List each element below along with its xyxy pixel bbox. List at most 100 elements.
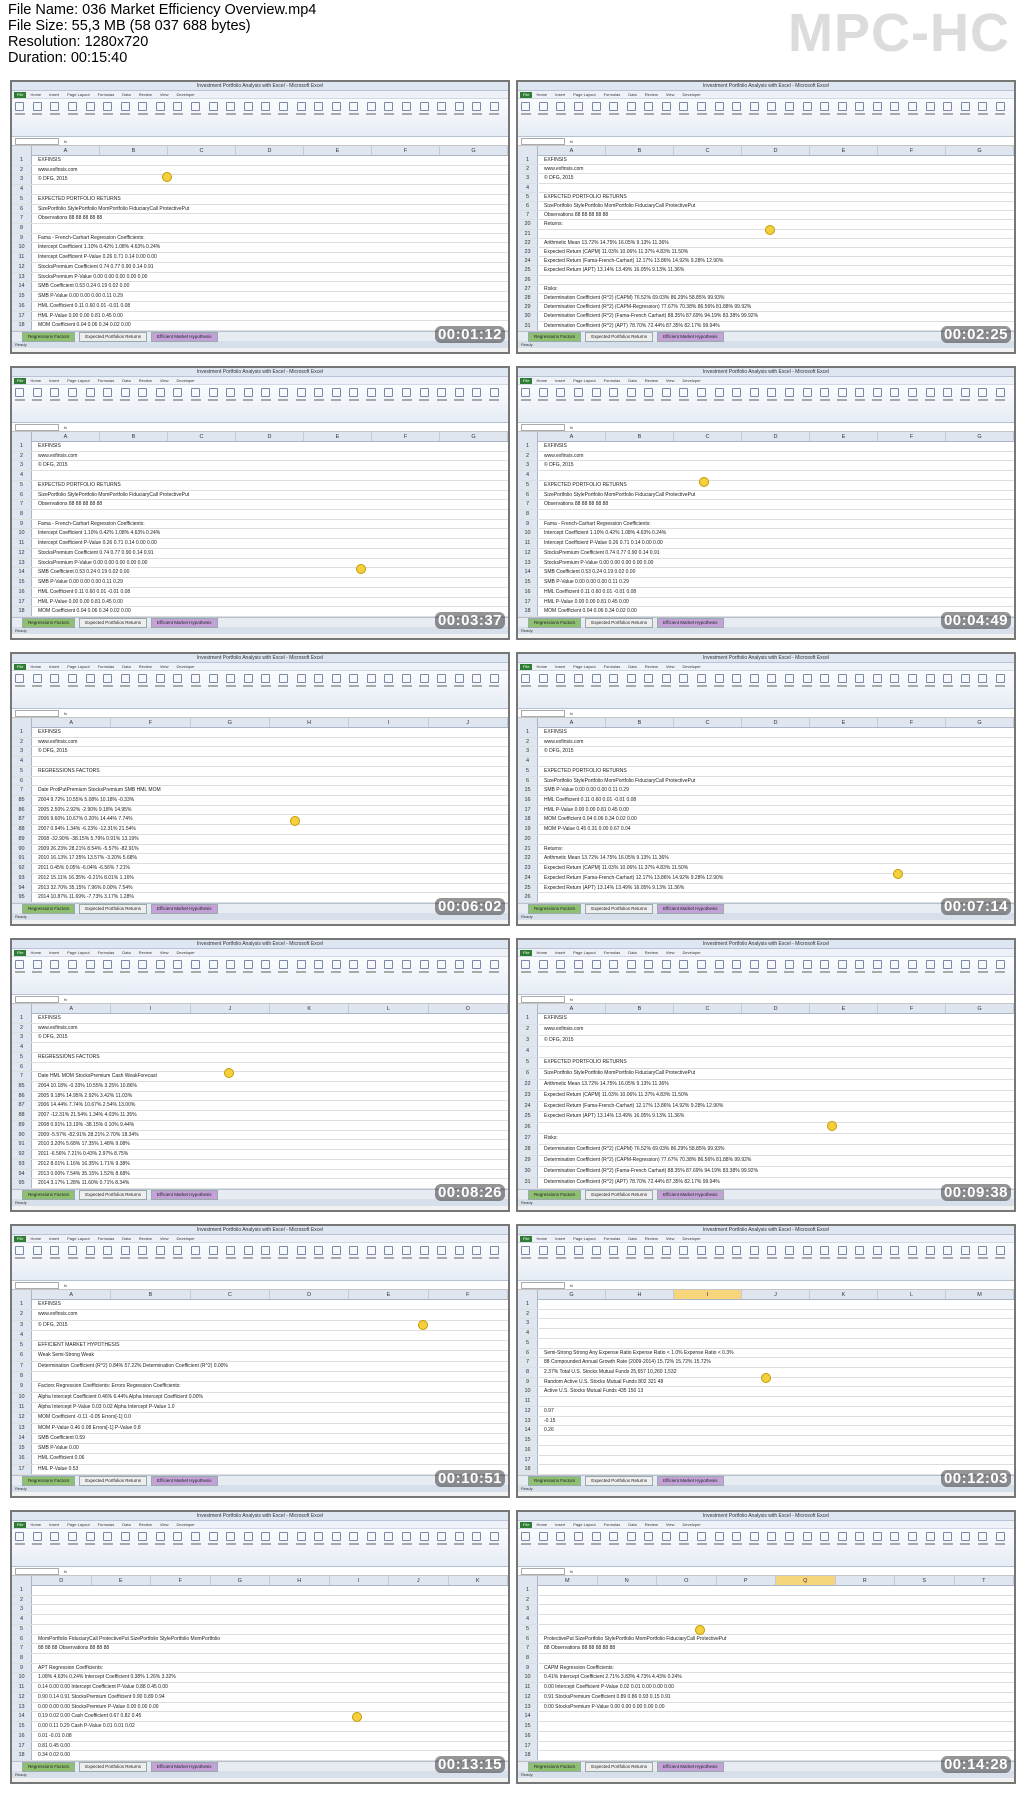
menu-item[interactable]: Review [644, 949, 658, 955]
row-number[interactable]: 3 [12, 175, 32, 185]
row-cells[interactable] [538, 1586, 1014, 1595]
row-cells[interactable]: Determination Coefficient (R^2) (APT) 78… [544, 322, 720, 329]
row-cells[interactable]: 2012 15.11% 16.35% -0.21% 8.01% 1.16% [38, 874, 134, 881]
ribbon-button-icon[interactable] [471, 102, 483, 117]
name-box[interactable] [15, 423, 59, 431]
row-number[interactable]: 7 [12, 1072, 32, 1082]
ribbon-button-icon[interactable] [278, 674, 290, 689]
ribbon-button-icon[interactable] [172, 1246, 184, 1261]
ribbon-button-icon[interactable] [907, 1532, 919, 1547]
ribbon-button-icon[interactable] [573, 388, 585, 403]
row-cells[interactable] [538, 835, 1014, 844]
menu-item[interactable]: Page Layout [573, 91, 596, 97]
ribbon-button-icon[interactable] [243, 1532, 255, 1547]
ribbon-button-icon[interactable] [995, 960, 1007, 975]
sheet-tab[interactable]: Regressions Factors [528, 617, 582, 628]
row-number[interactable]: 3 [518, 1319, 538, 1329]
ribbon-button-icon[interactable] [555, 1246, 567, 1261]
select-all-corner[interactable] [518, 1290, 538, 1300]
ribbon-button-icon[interactable] [643, 102, 655, 117]
ribbon-button-icon[interactable] [924, 1246, 936, 1261]
row-cells[interactable]: Observations 88 88 88 88 88 [38, 215, 103, 222]
column-header[interactable]: G [946, 146, 1014, 155]
row-number[interactable]: 13 [12, 558, 32, 568]
ribbon-button-icon[interactable] [538, 102, 550, 117]
row-number[interactable]: 25 [518, 883, 538, 893]
menu-item[interactable]: View [159, 663, 169, 669]
ribbon-button-icon[interactable] [190, 388, 202, 403]
row-number[interactable]: 5 [12, 194, 32, 204]
row-number[interactable]: 28 [518, 294, 538, 303]
row-number[interactable]: 15 [12, 578, 32, 587]
row-number[interactable]: 3 [518, 174, 538, 183]
row-cells[interactable]: Determination Coefficient (R^2) (CAPM-Re… [544, 1157, 752, 1164]
column-header[interactable]: F [372, 146, 440, 155]
row-cells[interactable]: Arithmetic Mean 13.72% 14.75% 16.05% 9.1… [544, 239, 669, 246]
row-cells[interactable]: MOM Coefficient 0.04 0.06 0.34 0.02 0.00 [38, 322, 131, 329]
ribbon-button-icon[interactable] [225, 674, 237, 689]
row-cells[interactable]: -0.15 [544, 1417, 556, 1424]
row-number[interactable]: 88 [12, 825, 32, 834]
ribbon-button-icon[interactable] [696, 102, 708, 117]
row-cells[interactable] [538, 1625, 1014, 1634]
menu-item[interactable]: View [665, 1235, 675, 1241]
ribbon-button-icon[interactable] [784, 388, 796, 403]
row-cells[interactable] [32, 1331, 508, 1340]
column-header[interactable]: J [389, 1576, 449, 1585]
column-header[interactable]: F [111, 718, 191, 727]
row-number[interactable]: 4 [518, 183, 538, 192]
column-header[interactable]: G [440, 432, 508, 441]
ribbon-button-icon[interactable] [555, 674, 567, 689]
row-number[interactable]: 92 [12, 864, 32, 873]
ribbon-button-icon[interactable] [471, 388, 483, 403]
menu-item[interactable]: Data [122, 91, 131, 97]
ribbon-button-icon[interactable] [696, 1532, 708, 1547]
row-number[interactable]: 2 [518, 737, 538, 747]
ribbon-button-icon[interactable] [977, 960, 989, 975]
row-number[interactable]: 2 [12, 165, 32, 175]
row-number[interactable]: 13 [518, 558, 538, 568]
row-number[interactable]: 14 [12, 1433, 32, 1444]
column-header[interactable]: Q [776, 1576, 836, 1585]
ribbon-button-icon[interactable] [225, 1532, 237, 1547]
row-cells[interactable]: 2005 9.18% 14.95% 2.92% 3.42% 11.03% [38, 1092, 133, 1099]
ribbon-button-icon[interactable] [489, 960, 501, 975]
row-number[interactable]: 7 [12, 1644, 32, 1654]
row-cells[interactable]: StocksPremium Coefficient 0.74 0.77 0.90… [544, 549, 660, 556]
row-number[interactable]: 6 [518, 1348, 538, 1358]
ribbon-button-icon[interactable] [366, 102, 378, 117]
ribbon-button-icon[interactable] [32, 388, 44, 403]
row-number[interactable]: 18 [518, 815, 538, 825]
row-number[interactable]: 14 [12, 1712, 32, 1722]
row-cells[interactable]: 2006 14.44% 7.74% 10.67% 2.54% 13.00% [38, 1102, 136, 1109]
column-header[interactable]: C [168, 432, 236, 441]
ribbon-button-icon[interactable] [977, 1246, 989, 1261]
row-cells[interactable]: EXPECTED PORTFOLIO RETURNS [544, 481, 627, 488]
row-cells[interactable]: EXPECTED PORTFOLIO RETURNS [38, 195, 121, 202]
ribbon-button-icon[interactable] [471, 960, 483, 975]
ribbon-button-icon[interactable] [49, 388, 61, 403]
column-header[interactable]: D [742, 718, 810, 727]
ribbon-button-icon[interactable] [749, 388, 761, 403]
ribbon-button-icon[interactable] [348, 102, 360, 117]
row-cells[interactable]: 88 Observations 88 88 88 88 88 [544, 1645, 616, 1652]
row-number[interactable]: 2 [12, 1595, 32, 1605]
menu-item[interactable]: View [665, 91, 675, 97]
row-cells[interactable]: HML Coefficient 0.11 0.60 0.01 -0.01 0.0… [38, 588, 131, 595]
row-cells[interactable]: Returns: [544, 221, 563, 228]
row-number[interactable]: 91 [12, 1140, 32, 1150]
row-cells[interactable]: © DFG, 2015 [38, 748, 68, 755]
ribbon-button-icon[interactable] [383, 1532, 395, 1547]
sheet-tab[interactable]: Efficient Market Hypothesis [151, 903, 218, 914]
row-cells[interactable]: SMB P-Value 0.00 0.00 0.00 0.11 0.29 [38, 579, 123, 586]
row-number[interactable]: 3 [12, 1605, 32, 1615]
menu-item[interactable]: Review [138, 377, 152, 383]
row-cells[interactable]: EXFINSIS [544, 443, 567, 449]
sheet-tab[interactable]: Efficient Market Hypothesis [657, 331, 724, 342]
row-cells[interactable]: 2009 26.23% 28.21% 8.54% -5.57% -82.91% [38, 845, 139, 852]
row-number[interactable]: 8 [12, 224, 32, 233]
ribbon-button-icon[interactable] [942, 1532, 954, 1547]
ribbon-button-icon[interactable] [608, 1246, 620, 1261]
column-header[interactable]: H [270, 718, 350, 727]
menu-item[interactable]: Formulas [97, 91, 115, 97]
